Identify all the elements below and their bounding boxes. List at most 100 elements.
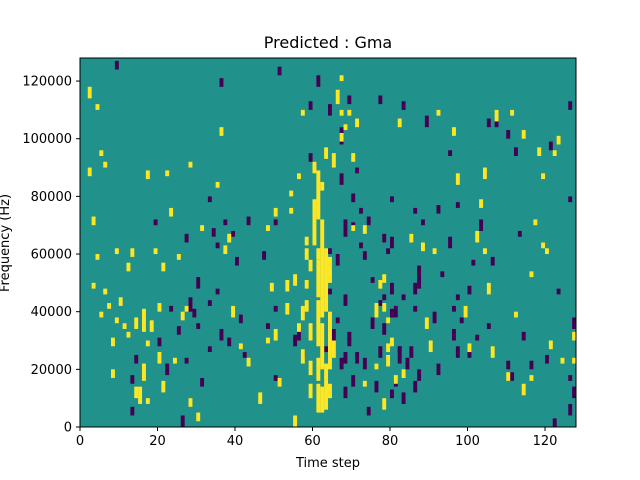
heatmap-cell-low [390,389,394,399]
heatmap-cell-low [207,196,212,203]
heatmap-cell-high [572,331,577,341]
heatmap-cell-low [153,219,158,226]
heatmap-cell-low [331,328,336,341]
heatmap-cell-high [289,190,294,197]
heatmap-cell-low [196,323,201,329]
heatmap-cell-low [432,311,437,324]
heatmap-cell-low [273,305,278,312]
heatmap-cell-high [541,173,546,180]
heatmap-cell-low [568,403,573,416]
heatmap-cell-low [165,363,170,376]
heatmap-cell-low [568,196,573,203]
heatmap-cell-high [91,216,96,226]
heatmap-cell-high [362,225,367,234]
heatmap-cell-high [556,135,561,145]
heatmap-cell-high [114,248,119,255]
heatmap-cell-low [347,331,352,341]
heatmap-cell-high [351,225,356,231]
heatmap-cell-low [273,375,278,381]
heatmap-cell-high [169,207,174,217]
heatmap-cell-high [486,282,491,295]
y-axis: 0 20000 40000 60000 80000 100000 120000 [22,75,80,436]
heatmap-cell-low [413,207,418,214]
heatmap-cell-high [479,199,484,208]
heatmap-cell-low [409,346,414,358]
heatmap-cell-high [149,320,154,332]
heatmap-cell-high [463,305,468,318]
heatmap-cell-low [335,317,340,324]
heatmap-cell-low [514,147,518,157]
heatmap-cell-high [386,343,391,353]
heatmap-cell-high [490,346,495,358]
heatmap-cell-high [510,109,515,116]
heatmap-cell-low [390,308,394,318]
heatmap-cell-high [188,398,193,407]
heatmap-cell-high [401,369,406,378]
heatmap-cell-low [180,415,185,427]
heatmap-cell-low [378,346,383,358]
heatmap-cell-high [541,242,546,249]
heatmap-cell-low [184,233,189,243]
y-axis-label: Frequency (Hz) [0,194,13,292]
x-tick-label: 100 [455,434,480,449]
heatmap-cell-high [572,357,577,364]
heatmap-cell-low [390,282,394,295]
heatmap-cell-low [374,380,379,393]
heatmap-cell-high [161,262,166,272]
heatmap-cell-high [467,343,472,353]
heatmap-cell-low [343,219,348,237]
y-tick-label: 80000 [31,190,72,205]
heatmap-cell-high [382,398,387,410]
heatmap-cell-high [521,130,526,139]
heatmap-cell-high [95,254,100,260]
heatmap-cell-high [494,109,499,122]
heatmap-cell-low [378,300,383,306]
heatmap-cell-low [339,357,344,370]
heatmap-cell-low [413,305,418,312]
heatmap-cell-high [285,303,290,315]
heatmap-cell-high [455,173,460,185]
heatmap-cell-high [231,305,236,318]
heatmap-cell-high [142,308,146,332]
heatmap-cell-low [215,288,220,295]
heatmap-cell-high [126,262,131,272]
heatmap-cell-high [335,89,340,105]
heatmap-cell-high [114,317,119,324]
heatmap-cell-high [180,311,185,321]
heatmap-cell-high [331,153,336,168]
heatmap-cell-high [331,340,336,358]
chart-title: Predicted : Gma [264,33,392,52]
heatmap-cell-low [517,230,522,237]
heatmap-cell-low [339,173,344,185]
heatmap-cell-high [452,127,456,136]
heatmap-cell-low [413,282,418,295]
heatmap-cell-high [107,303,112,309]
plot-frame [79,57,577,428]
heatmap-cell-high [436,109,441,116]
heatmap-cell-high [312,199,317,246]
heatmap-cell-high [328,383,332,399]
heatmap-cell-high [324,147,329,159]
heatmap-cell-high [138,386,143,404]
y-tick-label: 100000 [22,132,72,147]
heatmap-cell-low [169,305,174,312]
heatmap-cell-high [312,161,317,174]
heatmap-cell-low [490,256,495,266]
heatmap-cell-low [297,328,301,341]
heatmap-cell-low [436,205,441,214]
heatmap-cell-high [533,219,538,226]
heatmap-cell-high [548,340,553,350]
heatmap-cell-high [390,337,394,347]
heatmap-cell-high [122,323,127,329]
heatmap-cell-high [514,311,518,318]
heatmap-cell-low [273,219,278,226]
heatmap-cell-low [386,248,391,255]
heatmap-cell-low [351,193,356,203]
heatmap-cell-low [552,418,557,427]
heatmap-cell-low [494,118,499,128]
heatmap-cell-low [324,346,329,353]
y-tick-label: 0 [64,421,72,436]
heatmap-cell-low [529,360,534,370]
heatmap-cell-high [176,254,181,260]
heatmap-cell-high [293,415,298,427]
